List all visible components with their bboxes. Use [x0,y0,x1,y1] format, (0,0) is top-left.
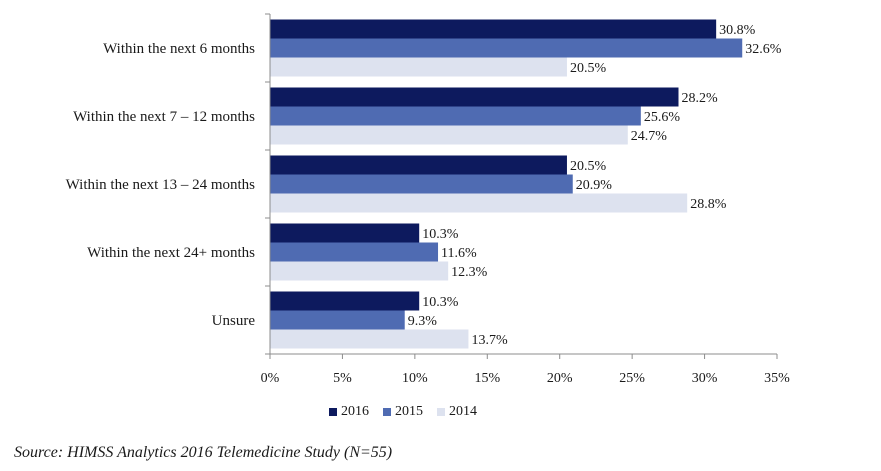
data-label: 28.2% [681,91,718,106]
bar [270,261,449,281]
legend-label-2014: 2014 [449,404,477,419]
data-label: 13.7% [471,333,508,348]
bar [270,19,717,39]
data-label: 25.6% [644,110,681,125]
category-label: Within the next 6 months [103,41,255,57]
x-tick-label: 25% [619,371,645,386]
data-label: 20.5% [570,61,607,76]
category-label: Within the next 13 – 24 months [66,177,256,193]
data-label: 32.6% [745,42,782,57]
bar [270,57,567,77]
legend-swatch-2015 [383,408,391,416]
x-tick-label: 30% [692,371,718,386]
data-label: 11.6% [441,246,477,261]
bar [270,223,420,243]
data-label: 10.3% [422,295,459,310]
x-tick-label: 0% [261,371,280,386]
data-label: 9.3% [408,314,438,329]
x-tick-label: 15% [474,371,500,386]
category-label: Within the next 24+ months [87,245,255,261]
data-label: 24.7% [631,129,668,144]
bar [270,174,573,194]
bar [270,310,405,330]
bar [270,106,641,126]
data-label: 20.9% [576,178,613,193]
bar [270,38,743,58]
category-label: Within the next 7 – 12 months [73,109,255,125]
x-tick-label: 10% [402,371,428,386]
legend-swatch-2016 [329,408,337,416]
data-label: 10.3% [422,227,459,242]
chart-legend: 2016 2015 2014 [329,404,477,420]
legend-item-2015: 2015 [383,404,423,420]
bar [270,155,567,175]
legend-item-2016: 2016 [329,404,369,420]
bar [270,329,469,349]
legend-label-2015: 2015 [395,404,423,419]
legend-item-2014: 2014 [437,404,477,420]
bar [270,87,679,107]
bar [270,291,420,311]
source-note: Source: HIMSS Analytics 2016 Telemedicin… [14,444,393,461]
legend-swatch-2014 [437,408,445,416]
category-label: Unsure [212,313,256,329]
legend-label-2016: 2016 [341,404,369,419]
bar [270,125,628,145]
x-tick-label: 5% [333,371,352,386]
bar [270,242,439,262]
data-label: 28.8% [690,197,727,212]
x-tick-label: 35% [764,371,790,386]
x-tick-label: 20% [547,371,573,386]
data-label: 12.3% [451,265,488,280]
data-label: 20.5% [570,159,607,174]
bar [270,193,688,213]
data-label: 30.8% [719,23,756,38]
